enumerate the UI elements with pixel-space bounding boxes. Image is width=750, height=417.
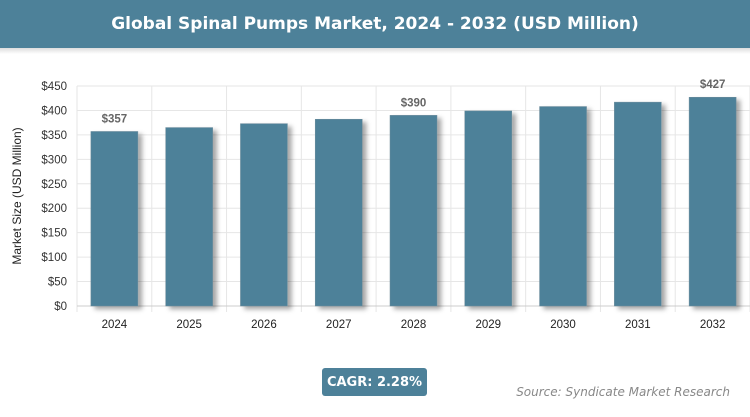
y-tick-label: $250 <box>41 179 67 191</box>
source-note: Source: Syndicate Market Research <box>516 385 730 399</box>
x-tick-label: 2028 <box>401 319 427 331</box>
bar-2028 <box>389 115 438 307</box>
y-tick-label: $200 <box>41 203 67 215</box>
y-tick-label: $400 <box>41 105 67 117</box>
x-tick-label: 2032 <box>700 319 726 331</box>
y-tick-label: $50 <box>48 277 67 289</box>
x-tick-label: 2025 <box>176 319 202 331</box>
bar-2029 <box>464 110 513 307</box>
bar-2031 <box>614 101 662 307</box>
x-tick-label: 2024 <box>102 319 128 331</box>
data-label: $390 <box>401 97 427 109</box>
x-tick-label: 2027 <box>326 319 352 331</box>
bar-2032 <box>688 96 737 307</box>
y-tick-label: $450 <box>41 81 67 93</box>
bar-chart: $0 $50 $100 $150 $200 $250 $300 $350 $400 $450 202… <box>10 79 750 331</box>
y-tick-label: $100 <box>41 252 67 264</box>
cagr-badge: CAGR: 2.28% <box>322 368 427 396</box>
x-tick-label: 2031 <box>625 319 651 331</box>
chart-title: Global Spinal Pumps Market, 2024 - 2032 … <box>0 0 750 48</box>
bar-2030 <box>539 106 587 307</box>
bar-2025 <box>165 127 213 307</box>
bar-2027 <box>314 118 363 307</box>
y-tick-label: $150 <box>41 228 67 240</box>
x-tick-label: 2030 <box>550 319 576 331</box>
x-tick-label: 2029 <box>475 319 501 331</box>
data-label: $427 <box>700 79 726 91</box>
bar-2026 <box>240 123 288 307</box>
title-shadow <box>0 48 750 54</box>
data-label: $357 <box>102 113 128 125</box>
y-tick-label: $300 <box>41 154 67 166</box>
y-axis-title: Market Size (USD Million) <box>10 127 24 264</box>
x-tick-label: 2026 <box>251 319 277 331</box>
y-tick-label: $0 <box>54 301 67 313</box>
bar-2024 <box>90 131 139 307</box>
y-tick-label: $350 <box>41 130 67 142</box>
